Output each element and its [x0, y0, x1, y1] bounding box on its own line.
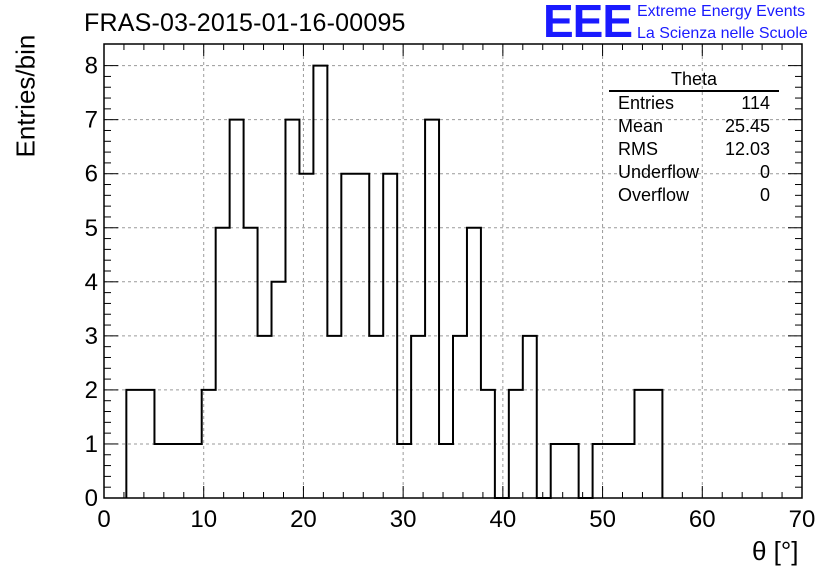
stats-label: Entries — [618, 93, 675, 113]
y-tick-label: 8 — [85, 53, 98, 80]
y-tick-label: 5 — [85, 215, 98, 242]
stats-label: RMS — [618, 139, 658, 159]
histogram-bin — [593, 444, 635, 498]
stats-label: Underflow — [618, 162, 700, 182]
y-tick-label: 2 — [85, 377, 98, 404]
stats-title: Theta — [609, 68, 779, 92]
histogram-bin — [327, 336, 341, 498]
x-tick-label: 10 — [190, 506, 217, 533]
histogram-bin — [397, 444, 411, 498]
stats-value: 0 — [759, 162, 770, 182]
y-tick-label: 1 — [85, 431, 98, 458]
stats-value: 0 — [759, 185, 770, 205]
x-tick-label: 40 — [490, 506, 517, 533]
logo-subtitle-1: Extreme Energy Events — [637, 3, 806, 20]
stats-label: Overflow — [618, 185, 690, 205]
histogram-bin — [230, 120, 244, 498]
eee-logo: EEE — [543, 0, 633, 47]
histogram-bin — [453, 336, 467, 498]
y-tick-label: 0 — [85, 485, 98, 512]
stats-row: Overflow 0 — [609, 184, 779, 207]
histogram-bin — [369, 336, 383, 498]
stats-box: Theta Entries 114 Mean 25.45 RMS 12.03 Unde… — [609, 68, 779, 207]
stats-row: Entries 114 — [609, 92, 779, 115]
histogram-bin — [154, 444, 201, 498]
x-tick-label: 60 — [689, 506, 716, 533]
stats-row: Mean 25.45 — [609, 115, 779, 138]
y-tick-label: 7 — [85, 107, 98, 134]
y-tick-label: 4 — [85, 269, 98, 296]
histogram-bin — [313, 66, 327, 498]
histogram-bin — [551, 444, 579, 498]
histogram-bin — [481, 390, 495, 498]
stats-label: Mean — [618, 116, 664, 136]
stats-row: RMS 12.03 — [609, 138, 779, 161]
y-tick-label: 3 — [85, 323, 98, 350]
histogram-bin — [634, 390, 662, 498]
run-title: FRAS-03-2015-01-16-00095 — [84, 9, 406, 37]
histogram-bin — [216, 228, 230, 498]
x-tick-label: 50 — [589, 506, 616, 533]
histogram-bin — [425, 120, 439, 498]
x-tick-label: 70 — [789, 506, 816, 533]
histogram-bin — [126, 390, 154, 498]
histogram-bin — [411, 336, 425, 498]
stats-row: Underflow 0 — [609, 161, 779, 184]
histogram-bin — [299, 174, 313, 498]
y-tick-label: 6 — [85, 161, 98, 188]
histogram-bin — [341, 174, 369, 498]
histogram-outline — [125, 64, 664, 499]
stats-value: 12.03 — [724, 139, 770, 159]
histogram-bin — [244, 228, 258, 498]
y-axis-label: Entries/bin — [10, 34, 41, 158]
histogram-bin — [285, 120, 299, 498]
histogram-bin — [523, 336, 537, 498]
histogram-bin — [272, 282, 286, 498]
x-tick-label: 20 — [290, 506, 317, 533]
plot-frame — [103, 43, 803, 499]
histogram-bin — [467, 228, 481, 498]
histogram-bin — [202, 390, 216, 498]
stats-value: 25.45 — [724, 116, 770, 136]
x-tick-label: 0 — [97, 506, 110, 533]
histogram-bin — [383, 174, 397, 498]
x-tick-label: 30 — [390, 506, 417, 533]
histogram-bin — [509, 390, 523, 498]
stats-value: 114 — [741, 93, 770, 113]
logo-subtitle-2: La Scienza nelle Scuole — [637, 25, 808, 42]
histogram-bin — [439, 444, 453, 498]
histogram-bin — [258, 336, 272, 498]
x-axis-label: θ [°] — [752, 536, 799, 566]
